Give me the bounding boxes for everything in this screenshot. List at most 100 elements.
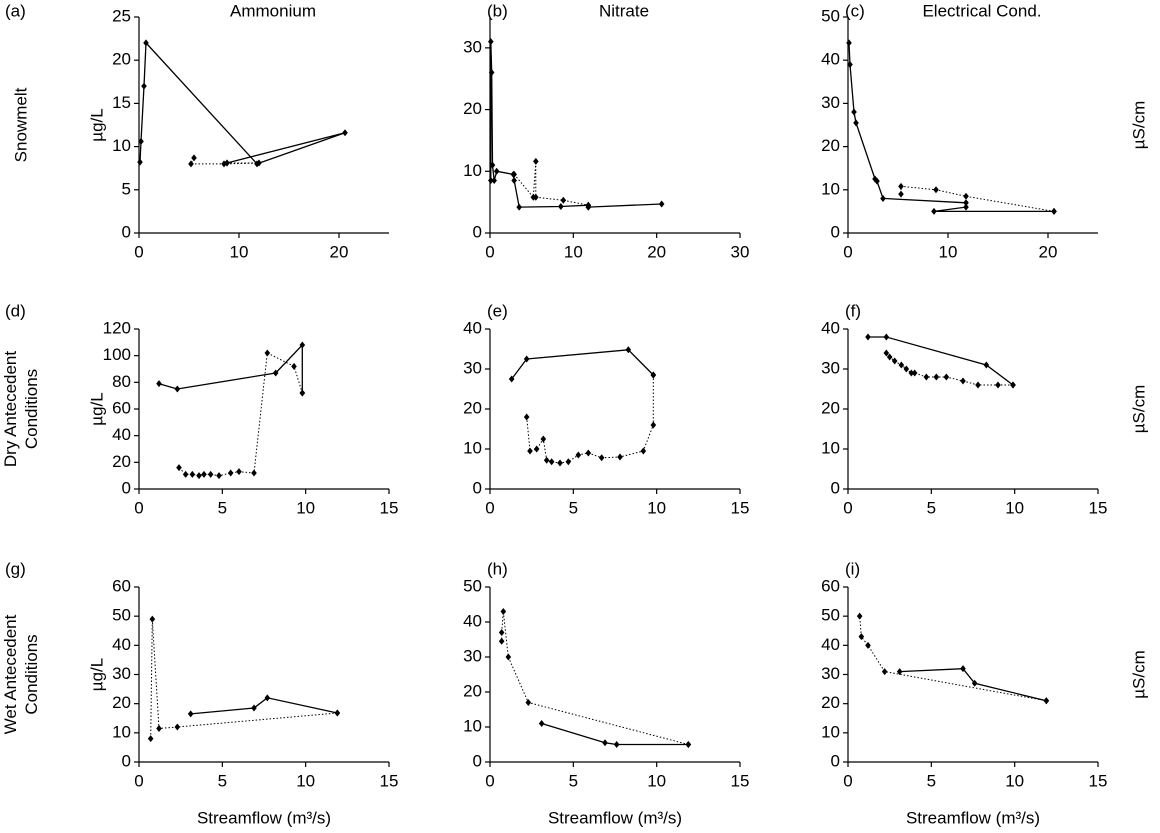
- data-point: [488, 38, 494, 46]
- data-point: [585, 449, 592, 457]
- y-tick-label: 40: [463, 611, 482, 630]
- data-point: [491, 177, 497, 185]
- y-tick-label: 10: [112, 136, 131, 155]
- data-point: [898, 182, 904, 190]
- y-tick-label: 50: [821, 6, 840, 25]
- data-point: [865, 333, 871, 341]
- data-point: [511, 177, 517, 185]
- x-axis-label: Streamflow (m³/s): [548, 808, 682, 827]
- data-point: [191, 154, 197, 162]
- data-point: [342, 129, 348, 137]
- data-point: [975, 381, 981, 389]
- panel-label: (g): [5, 559, 26, 578]
- data-point: [891, 357, 898, 365]
- data-point: [846, 39, 852, 47]
- y-tick-label: 100: [103, 345, 131, 364]
- y-tick-label: 40: [112, 635, 131, 654]
- y-tick-label: 40: [821, 635, 840, 654]
- x-tick-label: 15: [1089, 498, 1108, 517]
- data-point: [196, 472, 202, 480]
- data-point: [903, 365, 910, 373]
- data-point: [334, 709, 341, 717]
- y-tick-label: 10: [821, 438, 840, 457]
- data-point: [963, 199, 969, 207]
- data-point: [505, 653, 512, 661]
- y-tick-label: 10: [463, 161, 482, 180]
- x-tick-label: 5: [569, 498, 578, 517]
- data-point: [533, 445, 540, 453]
- x-tick-label: 20: [1039, 242, 1058, 261]
- y-tick-label: 120: [103, 318, 131, 337]
- y-tick-label: 0: [473, 751, 482, 770]
- data-point: [853, 119, 859, 127]
- data-point: [543, 456, 550, 464]
- data-point: [548, 458, 555, 466]
- y-tick-label: 20: [463, 681, 482, 700]
- row-label: Conditions: [22, 369, 41, 449]
- row-label: Wet Antecedent: [1, 614, 20, 734]
- series-line: [158, 343, 303, 393]
- y-tick-label: 5: [122, 179, 131, 198]
- y-tick-label: 50: [821, 606, 840, 625]
- data-point: [865, 641, 871, 649]
- data-point: [516, 203, 522, 211]
- data-point: [896, 668, 903, 676]
- data-point: [188, 160, 194, 168]
- data-point: [847, 61, 853, 69]
- x-tick-label: 0: [485, 498, 494, 517]
- data-point: [881, 668, 888, 676]
- data-point: [558, 202, 564, 210]
- series-line: [859, 616, 1047, 702]
- y-tick-label: 60: [112, 398, 131, 417]
- data-point: [251, 469, 257, 477]
- data-point: [880, 194, 886, 202]
- y-axis-label: µS/cm: [1129, 101, 1148, 150]
- x-tick-label: 20: [647, 242, 666, 261]
- y-tick-label: 10: [463, 716, 482, 735]
- data-point: [886, 353, 893, 361]
- y-tick-label: 80: [112, 372, 131, 391]
- y-tick-label: 10: [112, 722, 131, 741]
- column-title: Ammonium: [230, 1, 316, 20]
- data-point: [625, 346, 632, 354]
- y-tick-label: 0: [473, 478, 482, 497]
- y-tick-label: 15: [112, 93, 131, 112]
- data-point: [523, 413, 530, 421]
- x-tick-label: 0: [843, 242, 852, 261]
- x-tick-label: 15: [380, 771, 399, 790]
- x-tick-label: 0: [134, 771, 143, 790]
- data-point: [156, 724, 162, 732]
- data-point: [640, 447, 647, 455]
- data-point: [923, 373, 930, 381]
- x-tick-label: 15: [731, 498, 750, 517]
- data-point: [908, 369, 915, 377]
- data-point: [933, 186, 939, 194]
- data-point: [256, 159, 262, 167]
- x-tick-label: 0: [843, 498, 852, 517]
- data-point: [489, 161, 496, 169]
- data-point: [138, 137, 144, 145]
- x-tick-label: 30: [731, 242, 750, 261]
- data-point: [585, 203, 592, 211]
- y-tick-label: 25: [112, 6, 131, 25]
- data-point: [137, 158, 143, 166]
- series-line: [868, 336, 1014, 386]
- data-point: [971, 679, 978, 687]
- data-point: [488, 177, 494, 185]
- y-tick-label: 0: [831, 751, 840, 770]
- x-axis-label: Streamflow (m³/s): [906, 808, 1040, 827]
- panel-label: (e): [487, 301, 508, 320]
- panel-label: (h): [487, 559, 508, 578]
- x-tick-label: 0: [134, 242, 143, 261]
- x-tick-label: 5: [927, 771, 936, 790]
- data-point: [883, 349, 890, 357]
- data-point: [533, 193, 539, 201]
- y-tick-label: 30: [463, 358, 482, 377]
- y-tick-label: 10: [821, 722, 840, 741]
- panel-label: (b): [487, 1, 508, 20]
- x-tick-label: 10: [1005, 498, 1024, 517]
- data-point: [498, 629, 505, 636]
- data-point: [174, 385, 181, 393]
- y-axis-label: µS/cm: [1129, 650, 1148, 699]
- panel-label: (c): [845, 1, 865, 20]
